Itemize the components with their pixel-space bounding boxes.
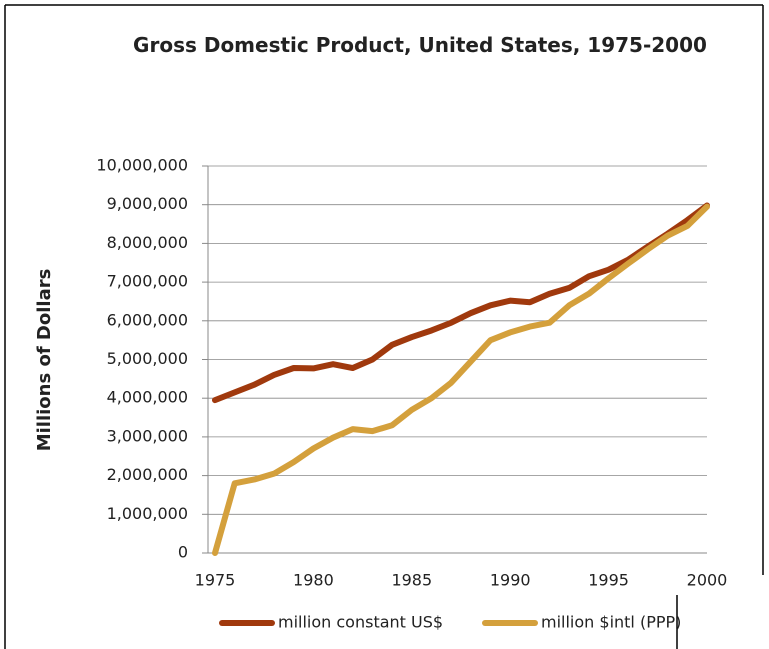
x-tick-label: 2000	[687, 571, 728, 590]
frame	[4, 4, 764, 649]
y-tick-label: 2,000,000	[107, 465, 188, 484]
legend-label: million $intl (PPP)	[541, 613, 681, 632]
y-tick-label: 8,000,000	[107, 233, 188, 252]
y-tick-label: 4,000,000	[107, 388, 188, 407]
y-tick-label: 3,000,000	[107, 426, 188, 445]
chart-title: Gross Domestic Product, United States, 1…	[133, 33, 707, 57]
y-tick-label: 5,000,000	[107, 349, 188, 368]
y-tick-label: 0	[178, 543, 188, 562]
x-tick-label: 1985	[391, 571, 432, 590]
x-tick-label: 1990	[490, 571, 531, 590]
legend-label: million constant US$	[278, 613, 443, 632]
x-tick-label: 1975	[195, 571, 236, 590]
series-line	[212, 202, 710, 404]
y-tick-label: 7,000,000	[107, 272, 188, 291]
y-tick-label: 1,000,000	[107, 504, 188, 523]
y-axis-label: Millions of Dollars	[34, 269, 55, 452]
x-tick-label: 1995	[588, 571, 629, 590]
x-tick-label: 1980	[293, 571, 334, 590]
series-line	[212, 203, 710, 556]
y-tick-label: 9,000,000	[107, 194, 188, 213]
y-tick-label: 6,000,000	[107, 310, 188, 329]
y-tick-label: 10,000,000	[96, 156, 188, 175]
